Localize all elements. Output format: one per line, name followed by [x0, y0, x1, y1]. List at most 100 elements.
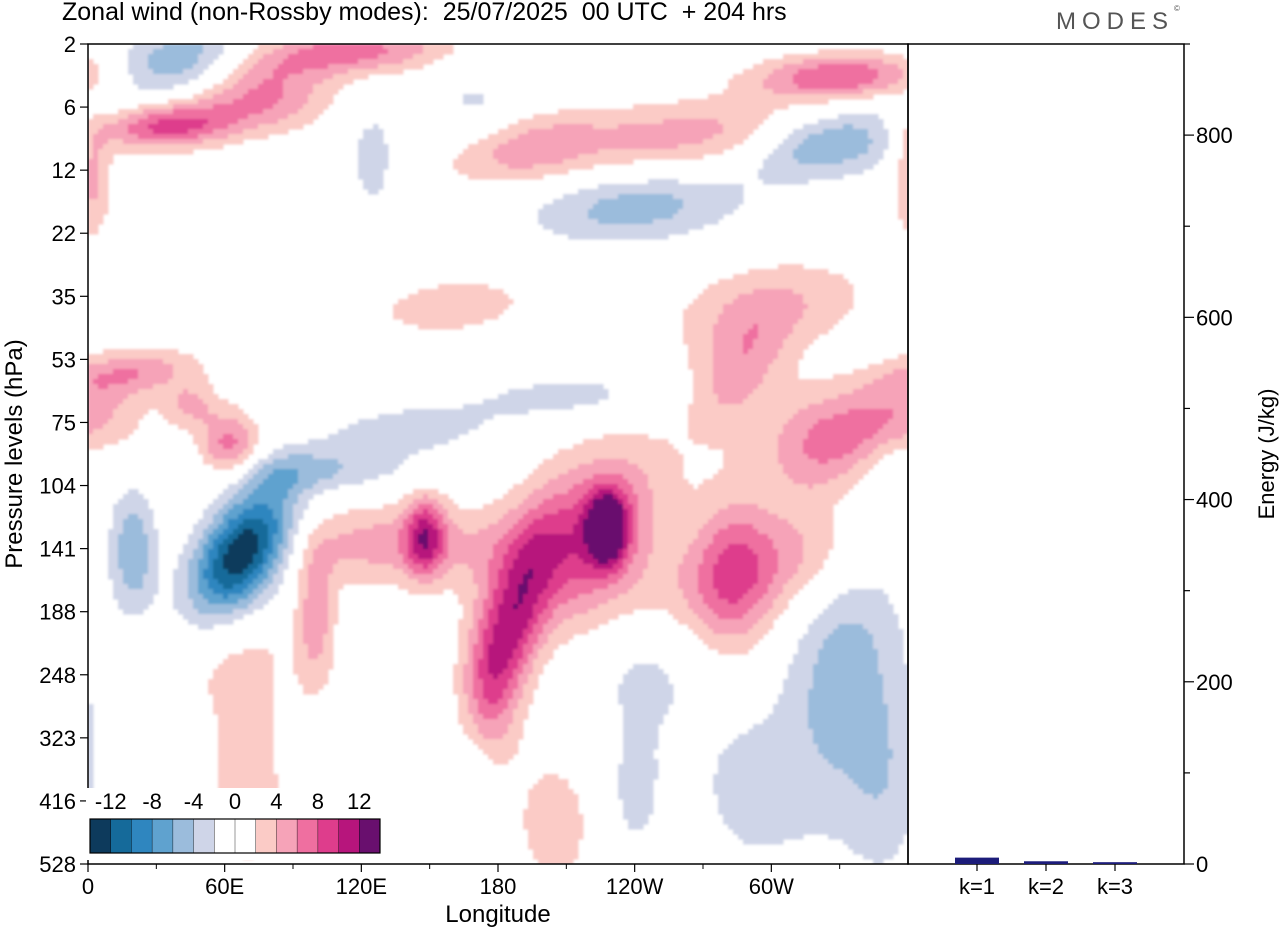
heatmap-cell [178, 114, 184, 120]
heatmap-cell [823, 269, 829, 275]
heatmap-cell [373, 59, 379, 65]
heatmap-cell [623, 434, 629, 440]
heatmap-cell [213, 454, 219, 460]
heatmap-cell [763, 414, 769, 420]
heatmap-cell [433, 419, 439, 425]
heatmap-cell [878, 379, 884, 385]
heatmap-cell [688, 139, 694, 145]
heatmap-cell [333, 59, 339, 65]
heatmap-cell [728, 384, 734, 390]
heatmap-cell [648, 214, 654, 220]
heatmap-cell [258, 79, 264, 85]
heatmap-cell [163, 409, 169, 415]
heatmap-cell [473, 309, 479, 315]
heatmap-cell [528, 129, 534, 135]
heatmap-cell [738, 344, 744, 350]
heatmap-cell [678, 214, 684, 220]
heatmap-cell [563, 389, 569, 395]
heatmap-cell [553, 169, 559, 175]
heatmap-cell [728, 444, 734, 450]
heatmap-cell [138, 79, 144, 85]
heatmap-cell [648, 139, 654, 145]
heatmap-cell [738, 189, 744, 195]
heatmap-cell [798, 94, 804, 100]
heatmap-cell [543, 114, 549, 120]
heatmap-cell [153, 134, 159, 140]
heatmap-cell [298, 54, 304, 60]
heatmap-cell [803, 379, 809, 385]
heatmap-cell [873, 59, 879, 65]
heatmap-cell [153, 144, 159, 150]
heatmap-cell [748, 444, 754, 450]
heatmap-cell [93, 124, 99, 130]
heatmap-cell [763, 84, 769, 90]
heatmap-cell [148, 359, 154, 365]
heatmap-cell [343, 64, 349, 70]
heatmap-cell [773, 429, 779, 435]
heatmap-cell [728, 424, 734, 430]
heatmap-cell [743, 319, 749, 325]
heatmap-cell [383, 54, 389, 60]
heatmap-cell [373, 444, 379, 450]
heatmap-cell [238, 449, 244, 455]
heatmap-cell [373, 44, 379, 50]
heatmap-cell [93, 164, 99, 170]
heatmap-cell [853, 419, 859, 425]
heatmap-cell [763, 399, 769, 405]
heatmap-cell [843, 54, 849, 60]
heatmap-cell [688, 434, 694, 440]
heatmap-cell [843, 129, 849, 135]
heatmap-cell [633, 209, 639, 215]
heatmap-cell [188, 69, 194, 75]
heatmap-cell [453, 299, 459, 305]
heatmap-cell [813, 274, 819, 280]
heatmap-cell [848, 169, 854, 175]
heatmap-cell [733, 399, 739, 405]
heatmap-cell [143, 144, 149, 150]
heatmap-cell [158, 124, 164, 130]
heatmap-cell [113, 119, 119, 125]
heatmap-cell [658, 234, 664, 240]
heatmap-cell [583, 134, 589, 140]
heatmap-cell [278, 49, 284, 55]
heatmap-cell [823, 284, 829, 290]
heatmap-cell [138, 409, 144, 415]
heatmap-cell [898, 169, 904, 175]
heatmap-cell [788, 399, 794, 405]
heatmap-cell [498, 139, 504, 145]
heatmap-cell [148, 49, 154, 55]
heatmap-cell [898, 69, 904, 75]
heatmap-cell [158, 149, 164, 155]
heatmap-cell [168, 414, 174, 420]
heatmap-cell [183, 129, 189, 135]
heatmap-cell [873, 434, 879, 440]
heatmap-cell [173, 54, 179, 60]
heatmap-cell [198, 64, 204, 70]
heatmap-cell [898, 174, 904, 180]
heatmap-cell [623, 224, 629, 230]
heatmap-cell [398, 299, 404, 305]
heatmap-cell [578, 229, 584, 235]
heatmap-cell [543, 404, 549, 410]
heatmap-cell [728, 109, 734, 115]
heatmap-cell [178, 74, 184, 80]
heatmap-cell [898, 214, 904, 220]
heatmap-cell [333, 49, 339, 55]
heatmap-cell [858, 129, 864, 135]
heatmap-cell [173, 399, 179, 405]
heatmap-cell [663, 444, 669, 450]
heatmap-cell [93, 224, 99, 230]
heatmap-cell [783, 84, 789, 90]
heatmap-cell [93, 424, 99, 430]
heatmap-cell [848, 379, 854, 385]
heatmap-cell [463, 429, 469, 435]
heatmap-cell [163, 124, 169, 130]
heatmap-cell [98, 189, 104, 195]
heatmap-cell [783, 364, 789, 370]
heatmap-cell [793, 134, 799, 140]
heatmap-cell [178, 409, 184, 415]
heatmap-cell [743, 374, 749, 380]
heatmap-cell [743, 399, 749, 405]
heatmap-cell [743, 329, 749, 335]
heatmap-cell [408, 314, 414, 320]
